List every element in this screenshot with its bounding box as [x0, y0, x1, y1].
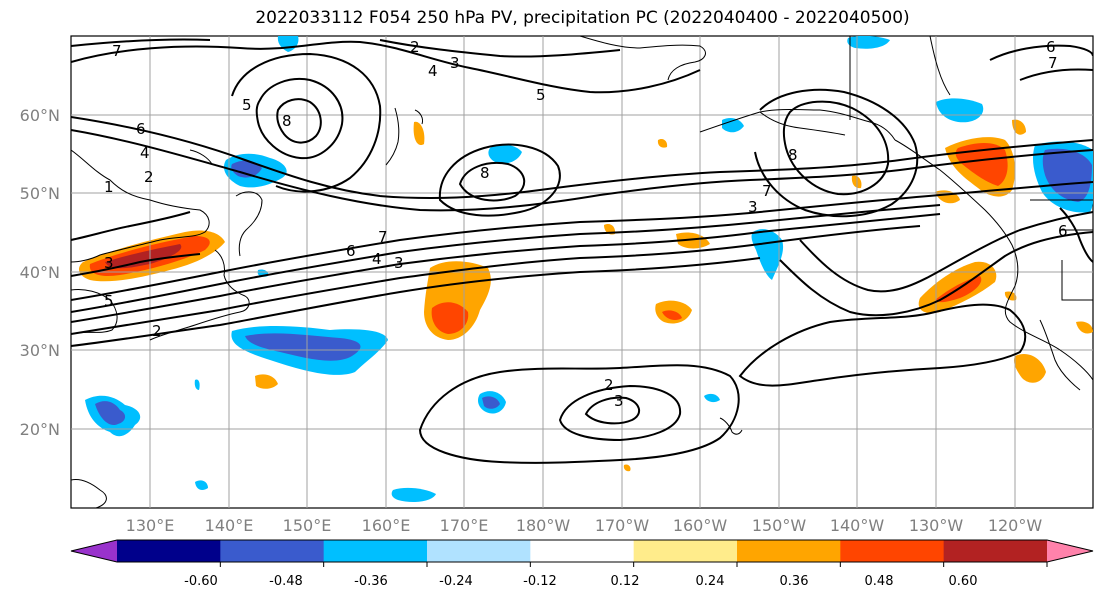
colorbar-segment [530, 540, 635, 562]
contour-label: 2 [604, 376, 614, 394]
colorbar-segment [737, 540, 841, 562]
colorbar-tick-label: -0.48 [269, 574, 303, 589]
contour-label: 5 [536, 86, 546, 104]
colorbar-tick-label: 0.36 [780, 574, 809, 589]
contour-label: 2 [152, 322, 162, 340]
contour-label: 8 [282, 112, 292, 130]
colorbar-segment [323, 540, 428, 562]
map-plot-area: 7 2 3 4 5 5 6 6 4 2 1 8 8 7 3 7 6 4 3 8 … [71, 36, 1093, 508]
longitude-labels: 130°E 140°E 150°E 160°E 170°E 180°W 170°… [126, 516, 1043, 535]
lon-label: 170°W [595, 516, 650, 535]
colorbar-segment [427, 540, 531, 562]
colorbar-tick-label: -0.60 [184, 574, 218, 589]
colorbar-segment [220, 540, 325, 562]
colorbar-extend-low [71, 540, 117, 562]
colorbar-tick-label: 0.24 [696, 574, 725, 589]
colorbar-segment [943, 540, 1048, 562]
contour-label: 3 [394, 254, 404, 272]
lon-label: 160°W [673, 516, 728, 535]
coastlines [71, 36, 1093, 508]
contour-label: 7 [1048, 54, 1058, 72]
contour-label: 6 [136, 120, 146, 138]
colorbar-tick-label: -0.24 [439, 574, 473, 589]
colorbar [70, 539, 1094, 567]
contour-label: 7 [762, 182, 772, 200]
colorbar-extend-high [1047, 540, 1093, 562]
lat-label: 50°N [20, 184, 60, 203]
lon-label: 150°E [283, 516, 332, 535]
contour-label: 5 [242, 96, 252, 114]
colorbar-tick-label: -0.36 [354, 574, 388, 589]
contour-label: 6 [1046, 38, 1056, 56]
colorbar-tick-label: 0.48 [865, 574, 894, 589]
contour-label: 4 [428, 62, 438, 80]
lon-label: 130°W [909, 516, 964, 535]
contour-label: 2 [144, 168, 154, 186]
contour-label: 5 [104, 292, 114, 310]
contour-label: 3 [748, 198, 758, 216]
lon-label: 160°E [362, 516, 411, 535]
pv-contours [71, 38, 1093, 464]
lon-label: 180°W [516, 516, 571, 535]
lat-label: 30°N [20, 341, 60, 360]
contour-label: 1 [104, 178, 114, 196]
contour-label: 3 [614, 392, 624, 410]
colorbar-tick-label: -0.12 [523, 574, 557, 589]
contour-label: 7 [378, 228, 388, 246]
contour-label: 8 [788, 146, 798, 164]
contour-label: 2 [410, 38, 420, 56]
colorbar-tick-labels: -0.60 -0.48 -0.36 -0.24 -0.12 0.12 0.24 … [184, 574, 977, 589]
colorbar-tick-label: 0.60 [949, 574, 978, 589]
lon-label: 130°E [126, 516, 175, 535]
contour-labels: 7 2 3 4 5 5 6 6 4 2 1 8 8 7 3 7 6 4 3 8 … [104, 38, 1068, 410]
colorbar-segment [840, 540, 945, 562]
lon-label: 140°E [205, 516, 254, 535]
lon-label: 170°E [440, 516, 489, 535]
colorbar-segment [633, 540, 738, 562]
lat-label: 60°N [20, 106, 60, 125]
contour-label: 6 [1058, 222, 1068, 240]
contour-label: 4 [140, 144, 150, 162]
lat-label: 40°N [20, 263, 60, 282]
lon-label: 120°W [988, 516, 1043, 535]
contour-label: 6 [346, 242, 356, 260]
colorbar-tick-label: 0.12 [611, 574, 640, 589]
contour-label: 7 [112, 42, 122, 60]
lat-label: 20°N [20, 420, 60, 439]
latitude-labels: 60°N 50°N 40°N 30°N 20°N [20, 106, 60, 439]
contour-label: 3 [104, 254, 114, 272]
contour-label: 4 [372, 250, 382, 268]
colorbar-outline [70, 539, 1094, 563]
lon-label: 140°W [830, 516, 885, 535]
contour-label: 3 [450, 54, 460, 72]
contour-label: 8 [480, 164, 490, 182]
colorbar-segment [117, 540, 221, 562]
map-title: 2022033112 F054 250 hPa PV, precipitatio… [255, 8, 910, 28]
lon-label: 150°W [752, 516, 807, 535]
